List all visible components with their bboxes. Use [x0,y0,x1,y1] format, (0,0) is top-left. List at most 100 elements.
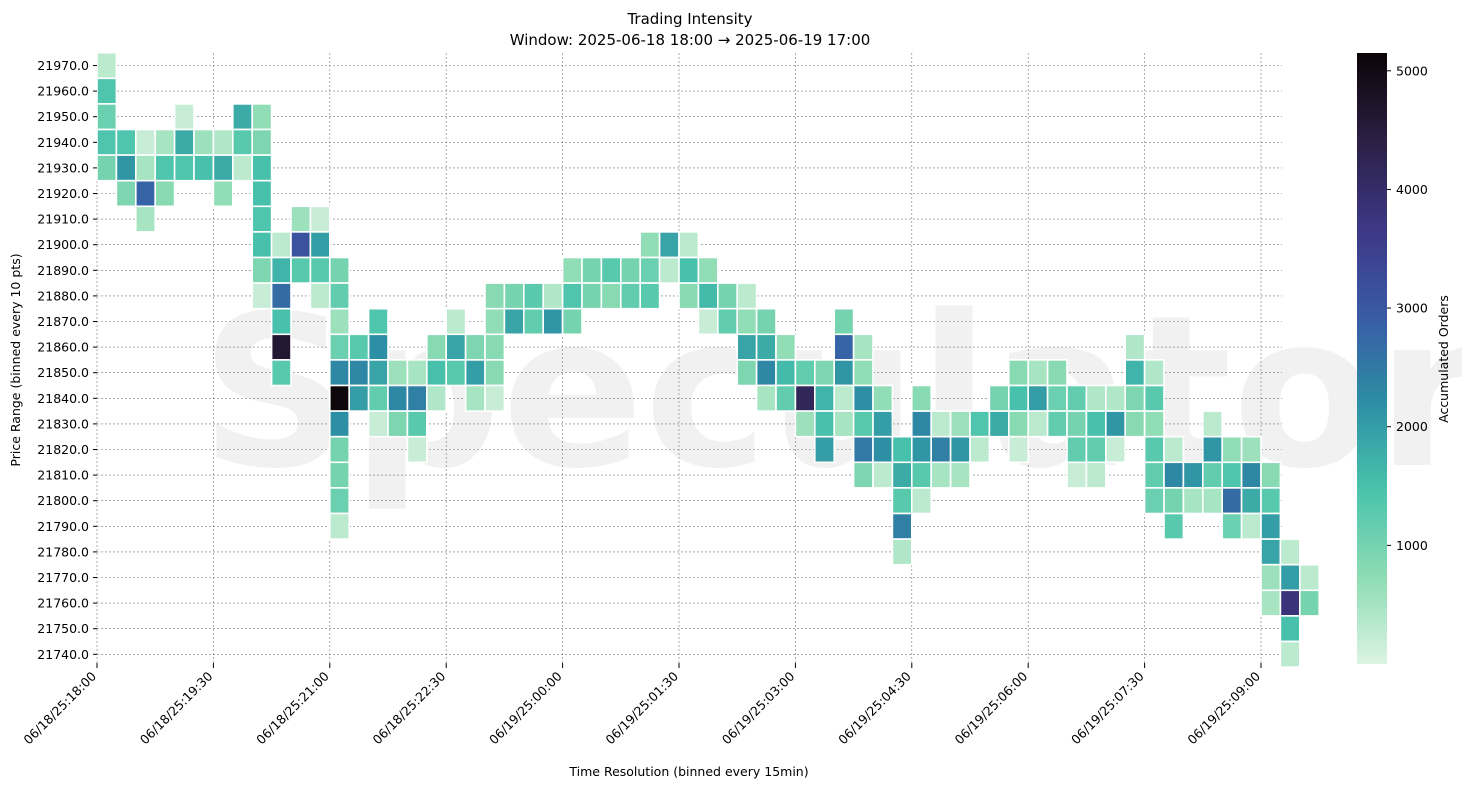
heatmap-cell [135,154,157,182]
heatmap-cell [328,256,350,284]
heatmap-cell [464,359,486,387]
heatmap-cell [1260,538,1282,566]
heatmap-cell [639,282,661,310]
heatmap-cell [251,154,273,182]
heatmap-cell [406,410,428,438]
heatmap-cell [406,435,428,464]
heatmap-cell [328,282,350,310]
heatmap-cell [891,435,913,464]
heatmap-cell [348,333,370,361]
colorbar-tick-label: 2000 [1396,419,1428,434]
heatmap-cell [1027,384,1049,412]
heatmap-cell [736,359,758,387]
heatmap-cell [1202,487,1224,515]
x-tick-label: 06/18/25:18:00 [20,668,99,747]
y-tick-label: 21860.0 [37,340,89,355]
heatmap-cell [813,410,835,438]
heatmap-cell [1221,487,1243,515]
heatmap-cell [755,384,777,412]
heatmap-cell [930,410,952,438]
heatmap-cell [406,359,428,387]
heatmap-cell [445,307,467,336]
heatmap-cell [910,435,932,464]
heatmap-cell [1066,435,1088,464]
heatmap-cell [1202,435,1224,464]
heatmap-cell [755,307,777,336]
heatmap-cell [872,410,894,438]
heatmap-cell [1182,487,1204,515]
heatmap-cell [1124,410,1146,438]
heatmap-cell [232,154,254,182]
heatmap-cell [852,359,874,387]
heatmap-cell [1007,359,1029,387]
heatmap-cell [619,282,641,310]
grid-lines [96,53,1282,663]
x-tick-label: 06/19/25:03:00 [719,668,798,747]
heatmap-cell [193,128,215,156]
heatmap-cell [949,410,971,438]
y-tick-label: 21900.0 [37,237,89,252]
heatmap-cell [387,359,409,387]
heatmap-cell [464,384,486,412]
heatmap-cell [561,256,583,284]
x-tick-label: 06/18/25:21:00 [253,668,332,747]
heatmap-cell [542,307,564,336]
heatmap-cell [367,410,389,438]
heatmap-cell [872,461,894,489]
heatmap-cell [988,384,1010,412]
heatmap-cell [600,282,622,310]
y-tick-label: 21760.0 [37,596,89,611]
heatmap-cell [910,384,932,412]
chart-title: Trading Intensity [626,10,752,28]
y-tick-label: 21930.0 [37,160,89,175]
heatmap-cell [232,128,254,156]
y-tick-label: 21970.0 [37,58,89,73]
heatmap-cell [367,307,389,336]
heatmap-cell [1046,410,1068,438]
heatmap-cell [775,333,797,361]
heatmap-cell [270,282,292,310]
heatmap-cell [1163,435,1185,464]
x-tick-label: 06/19/25:06:00 [952,668,1031,747]
heatmap-cell [1085,384,1107,412]
heatmap-cell [1143,410,1165,438]
heatmap-cell [1202,410,1224,438]
heatmap-cell [1124,384,1146,412]
heatmap-cell [328,461,350,489]
heatmap-cell [1260,512,1282,540]
heatmap-cell [1240,435,1262,464]
heatmap-cell [1299,563,1321,592]
heatmap-cell [445,359,467,387]
heatmap-cell [270,333,292,361]
heatmap-cell [581,282,603,310]
heatmap-cell [503,282,525,310]
y-tick-label: 21850.0 [37,365,89,380]
heatmap-cell [193,154,215,182]
heatmap-cell [1260,487,1282,515]
heatmap-cell [348,384,370,412]
heatmap-cell [949,435,971,464]
heatmap-cell [1221,512,1243,540]
heatmap-cell [1279,538,1301,566]
heatmap-cell [755,359,777,387]
heatmap-cell [251,205,273,233]
heatmap-cell [1202,461,1224,489]
heatmap-cell [1066,461,1088,489]
y-axis-ticks: 21970.0 21960.0 21950.0 21940.0 21930.0 21920… [37,58,97,662]
heatmap-cell [270,256,292,284]
heatmap-cell [484,384,506,412]
heatmap-cell [503,307,525,336]
heatmap-cell [639,231,661,259]
heatmap-cell [1143,461,1165,489]
heatmap-cell [484,359,506,387]
y-tick-label: 21820.0 [37,442,89,457]
x-tick-label: 06/19/25:07:30 [1068,668,1147,747]
heatmap-cell [173,154,195,182]
heatmap-cell [309,231,331,259]
heatmap-cell [969,410,991,438]
heatmap-cell [1105,435,1127,464]
heatmap-cell [464,333,486,361]
heatmap-cell [96,128,118,156]
y-tick-label: 21770.0 [37,570,89,585]
heatmap-cell [1085,410,1107,438]
